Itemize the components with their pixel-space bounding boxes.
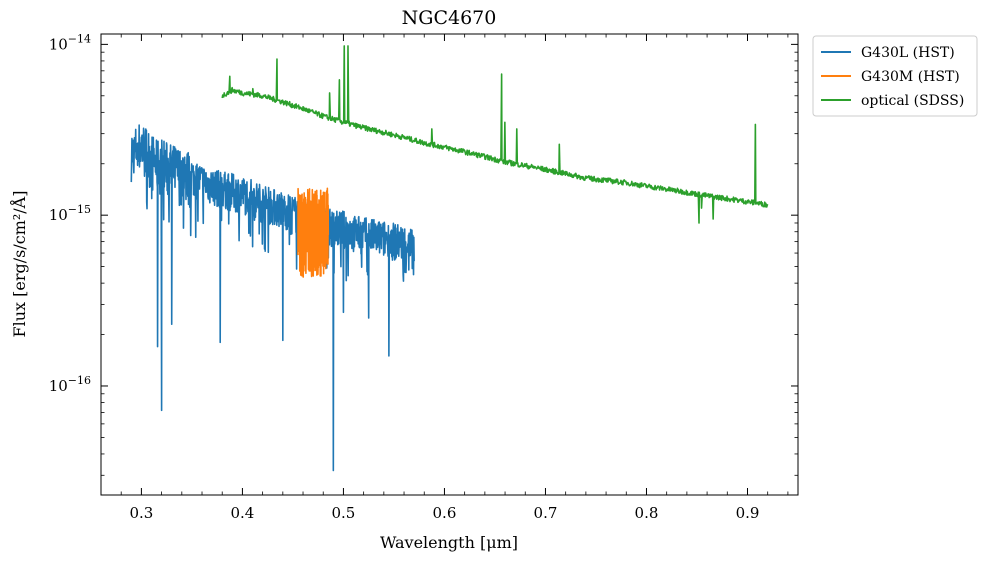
x-axis: 0.3 0.4 0.5 0.6 0.7 0.8 0.9: [120, 34, 789, 522]
x-tick-label: 0.9: [736, 504, 760, 522]
x-axis-label: Wavelength [μm]: [380, 533, 518, 552]
series-line-0: [130, 124, 415, 472]
legend: G430L (HST) G430M (HST) optical (SDSS): [812, 35, 978, 117]
x-tick-label: 0.4: [230, 504, 254, 522]
chart-title: NGC4670: [402, 7, 497, 29]
legend-label: optical (SDSS): [861, 93, 964, 109]
x-tick-label: 0.7: [534, 504, 558, 522]
y-tick-label: 10−14: [49, 32, 91, 53]
series-line-2: [221, 45, 769, 224]
x-tick-label: 0.8: [635, 504, 659, 522]
y-axis-label: Flux [erg/s/cm²/Å]: [9, 191, 29, 338]
plot-frame: [100, 33, 799, 496]
legend-label: G430L (HST): [861, 45, 955, 61]
x-tick-label: 0.5: [332, 504, 356, 522]
x-tick-label: 0.6: [433, 504, 457, 522]
y-axis: 10−16 10−15 10−14: [49, 32, 798, 476]
series-layer: [130, 45, 769, 472]
legend-label: G430M (HST): [861, 69, 960, 85]
series-line-1: [297, 187, 330, 278]
x-tick-label: 0.3: [129, 504, 153, 522]
legend-frame: [812, 35, 978, 117]
y-tick-label: 10−16: [49, 374, 91, 395]
y-tick-label: 10−15: [49, 203, 91, 224]
